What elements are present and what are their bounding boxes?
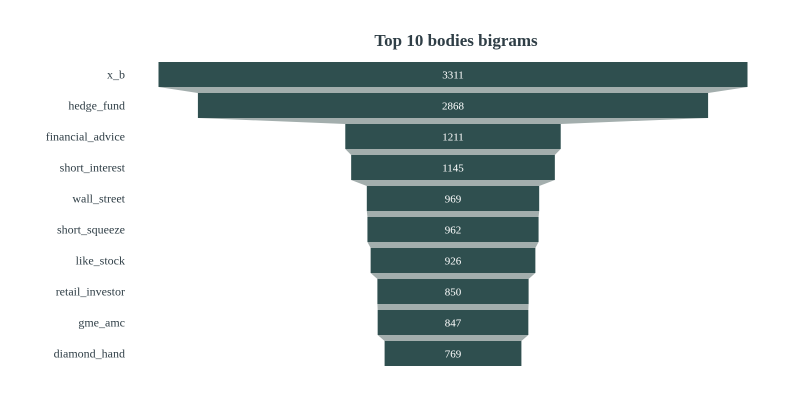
value-label: 2868 xyxy=(442,101,465,113)
funnel-bar-hedge-fund xyxy=(197,93,709,118)
funnel-bar-diamond-hand xyxy=(384,341,522,366)
funnel-connector xyxy=(377,335,529,341)
funnel-connector xyxy=(367,242,539,248)
value-label: 926 xyxy=(445,256,462,268)
category-label: hedge_fund xyxy=(68,99,125,113)
value-label: 850 xyxy=(445,287,462,299)
value-label: 769 xyxy=(445,349,462,361)
funnel-connector xyxy=(351,180,555,186)
funnel-connectors xyxy=(158,87,748,341)
funnel-bar-gme-amc xyxy=(377,310,529,335)
funnel-bar-like-stock xyxy=(370,248,536,273)
category-label: gme_amc xyxy=(78,316,125,330)
value-label: 969 xyxy=(445,194,462,206)
funnel-connector xyxy=(366,211,540,217)
funnel-connector xyxy=(370,273,536,279)
category-label: short_interest xyxy=(60,161,126,175)
funnel-bar-short-squeeze xyxy=(367,217,539,242)
category-label: retail_investor xyxy=(56,285,125,299)
chart-title: Top 10 bodies bigrams xyxy=(374,31,538,50)
value-label: 3311 xyxy=(442,70,464,82)
funnel-bars xyxy=(158,62,748,366)
funnel-bar-x-b xyxy=(158,62,748,87)
category-label: wall_street xyxy=(72,192,125,206)
funnel-category-labels: x_b hedge_fund financial_advice short_inter… xyxy=(46,68,126,361)
category-label: diamond_hand xyxy=(54,347,125,361)
funnel-connector xyxy=(158,87,748,93)
value-label: 1211 xyxy=(442,132,464,144)
funnel-bar-short-interest xyxy=(351,155,555,180)
category-label: financial_advice xyxy=(46,130,125,144)
category-label: short_squeeze xyxy=(57,223,125,237)
category-label: x_b xyxy=(107,68,125,82)
value-label: 962 xyxy=(445,225,462,237)
funnel-bar-financial-advice xyxy=(345,124,561,149)
funnel-bar-retail-investor xyxy=(377,279,529,304)
funnel-connector xyxy=(377,304,529,310)
funnel-connector xyxy=(197,118,709,124)
category-label: like_stock xyxy=(76,254,125,268)
value-label: 1145 xyxy=(442,163,464,175)
funnel-bar-wall-street xyxy=(366,186,540,211)
funnel-value-labels: 3311 2868 1211 1145 969 962 926 850 847 769 xyxy=(442,70,465,361)
value-label: 847 xyxy=(445,318,462,330)
funnel-connector xyxy=(345,149,561,155)
